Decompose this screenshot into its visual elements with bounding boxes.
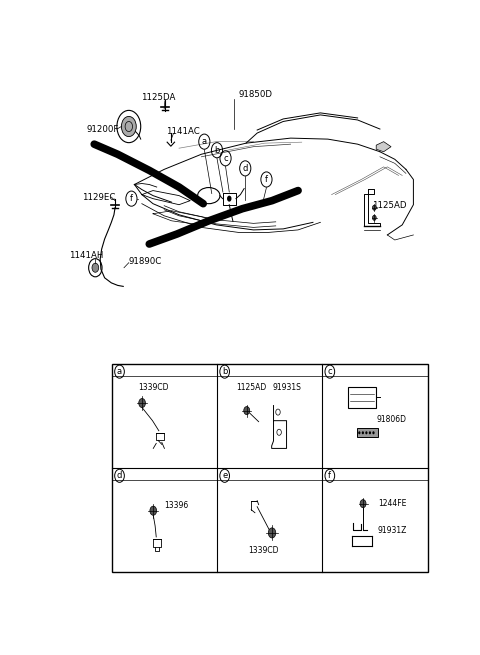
Text: c: c <box>327 367 332 376</box>
Bar <box>348 387 376 408</box>
Circle shape <box>139 398 145 407</box>
Circle shape <box>372 431 374 434</box>
Text: 91200F: 91200F <box>87 124 119 134</box>
Circle shape <box>121 117 136 137</box>
Polygon shape <box>376 141 391 152</box>
Text: 1129EC: 1129EC <box>83 193 116 202</box>
Text: 91890C: 91890C <box>129 257 162 266</box>
Circle shape <box>372 205 376 210</box>
Text: f: f <box>328 472 331 480</box>
Circle shape <box>365 431 368 434</box>
Text: 1125DA: 1125DA <box>141 93 176 102</box>
Circle shape <box>92 263 99 272</box>
Text: 1244FE: 1244FE <box>378 499 406 508</box>
Circle shape <box>372 215 376 220</box>
Text: 13396: 13396 <box>165 501 189 510</box>
Text: f: f <box>130 194 133 203</box>
Circle shape <box>358 431 360 434</box>
Circle shape <box>227 196 231 202</box>
Text: 91850D: 91850D <box>239 90 273 100</box>
Text: f: f <box>265 175 268 184</box>
Text: 1125AD: 1125AD <box>236 383 266 392</box>
Text: 91931Z: 91931Z <box>378 527 408 535</box>
Text: 1339CD: 1339CD <box>248 546 278 555</box>
Circle shape <box>244 407 250 415</box>
Text: d: d <box>117 472 122 480</box>
Circle shape <box>362 431 364 434</box>
Bar <box>357 428 378 437</box>
Text: b: b <box>214 145 220 155</box>
Text: d: d <box>242 164 248 173</box>
Circle shape <box>360 500 366 508</box>
Text: 1339CD: 1339CD <box>138 383 169 392</box>
Text: 91806D: 91806D <box>377 415 407 424</box>
Circle shape <box>369 431 371 434</box>
Text: 1125AD: 1125AD <box>372 201 407 210</box>
Text: a: a <box>202 137 207 146</box>
Text: 1141AC: 1141AC <box>166 127 200 136</box>
Text: 1141AH: 1141AH <box>69 251 104 259</box>
Text: c: c <box>223 154 228 163</box>
Text: 91931S: 91931S <box>273 383 301 392</box>
Bar <box>112 364 428 572</box>
Text: a: a <box>117 367 122 376</box>
Text: b: b <box>222 367 228 376</box>
Circle shape <box>268 528 276 538</box>
Circle shape <box>150 506 156 515</box>
Text: e: e <box>222 472 228 480</box>
